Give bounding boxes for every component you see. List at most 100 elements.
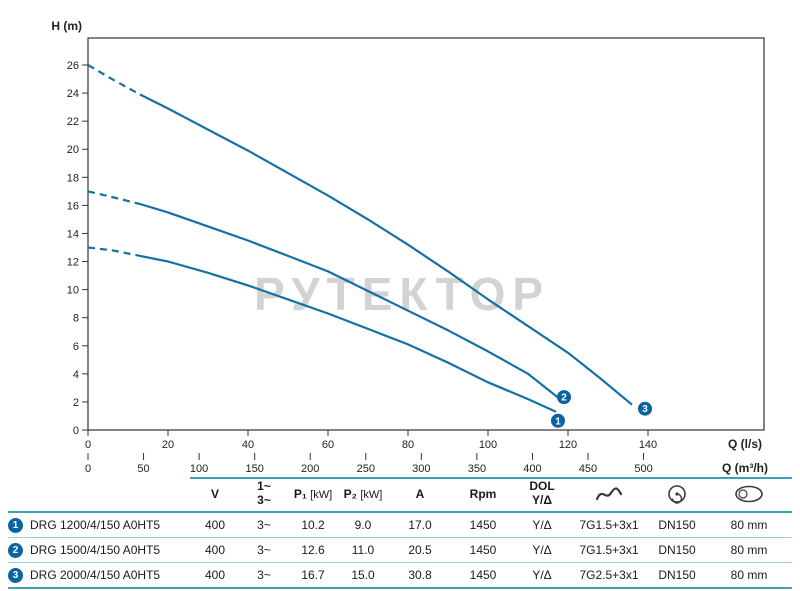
cell-cable: 7G1.5+3x1: [579, 518, 639, 532]
cell-phase: 3~: [257, 518, 271, 532]
header-p1: P₁ [kW]: [293, 487, 333, 501]
cell-rpm: 1450: [469, 518, 497, 532]
y-tick-label: 8: [73, 313, 79, 325]
x-tick-label-m3h: 400: [523, 463, 541, 475]
model-name: DRG 1500/4/150 A0HT5: [30, 543, 161, 557]
free-passage-icon: [706, 485, 792, 503]
cell-rpm: 1450: [469, 543, 497, 557]
cell-voltage: 400: [204, 518, 226, 532]
x-tick-label-m3h: 300: [412, 463, 430, 475]
cell-current: 17.0: [408, 518, 432, 532]
curve-badge-label: 3: [642, 404, 648, 415]
cell-current: 30.8: [408, 568, 432, 582]
watermark: РУТЕКТОР: [254, 268, 550, 320]
x-tick-label-ls: 60: [322, 439, 334, 451]
y-tick-label: 18: [67, 172, 79, 184]
header-phase-3: 3~: [257, 493, 271, 507]
cell-voltage: 400: [204, 543, 226, 557]
curve-badge-label: 2: [561, 393, 567, 404]
x-tick-label-ls: 120: [559, 439, 577, 451]
x-tick-label-m3h: 350: [468, 463, 486, 475]
cell-current: 20.5: [408, 543, 432, 557]
y-tick-label: 26: [67, 60, 79, 72]
x-tick-label-ls: 140: [639, 439, 657, 451]
x-tick-label-ls: 40: [242, 439, 254, 451]
model-name: DRG 1200/4/150 A0HT5: [30, 518, 161, 532]
table-row: 1 DRG 1200/4/150 A0HT5 400 3~ 10.2 9.0 17.0 145…: [8, 513, 792, 538]
cell-p1: 10.2: [301, 518, 325, 532]
cell-model: 1 DRG 1200/4/150 A0HT5: [8, 517, 190, 533]
x-tick-label-m3h: 250: [357, 463, 375, 475]
curve-badge-3: [638, 401, 652, 416]
x-axis-title-m3h: Q (m³/h): [722, 461, 768, 475]
curve-2-dashed: [87, 190, 141, 206]
x-tick-label-ls: 20: [162, 439, 174, 451]
curve-badge-2: [557, 390, 571, 405]
y-tick-label: 2: [73, 397, 79, 409]
cell-free-passage: 80 mm: [730, 568, 768, 582]
spec-table: V 1~ 3~ P₁ [kW] P₂ [kW] A Rpm DOL Y/Δ: [0, 477, 800, 589]
header-p2: P₂ [kW]: [343, 487, 383, 501]
cell-outlet: DN150: [658, 518, 696, 532]
curve-badge-label: 1: [555, 416, 561, 427]
y-tick-label: 4: [73, 369, 79, 381]
cell-p1: 16.7: [301, 568, 325, 582]
header-starting: DOL Y/Δ: [514, 479, 570, 508]
y-tick-label: 14: [67, 228, 79, 240]
cable-icon: [570, 485, 648, 503]
cell-free-passage: 80 mm: [730, 543, 768, 557]
curve-badge-1: [551, 413, 565, 428]
curve-1-dashed: [87, 246, 141, 257]
performance-chart: РУТЕКТОР 0 2 4 6 8 10 12 14 16 18 20 22 24 26 0 20 40 60 80…: [51, 19, 768, 475]
cell-starting: Y/Δ: [532, 568, 552, 582]
x-tick-label-m3h: 0: [85, 463, 91, 475]
x-tick-label-m3h: 50: [137, 463, 149, 475]
table-body: 1 DRG 1200/4/150 A0HT5 400 3~ 10.2 9.0 17.0 145…: [8, 513, 792, 589]
x-tick-label-m3h: 150: [245, 463, 263, 475]
y-tick-label: 0: [73, 425, 79, 437]
x-axis-title-ls: Q (l/s): [728, 437, 762, 451]
cell-model: 2 DRG 1500/4/150 A0HT5: [8, 542, 190, 558]
table-header: V 1~ 3~ P₁ [kW] P₂ [kW] A Rpm DOL Y/Δ: [8, 477, 792, 513]
cell-cable: 7G2.5+3x1: [579, 568, 639, 582]
curve-1: [139, 254, 557, 413]
plot-border: [87, 37, 765, 431]
row-number-badge: 3: [8, 567, 23, 583]
cell-outlet: DN150: [658, 543, 696, 557]
cell-p2: 9.0: [354, 518, 372, 532]
y-tick-label: 22: [67, 116, 79, 128]
cell-p2: 11.0: [351, 543, 375, 557]
table-row: 3 DRG 2000/4/150 A0HT5 400 3~ 16.7 15.0 30.8 14…: [8, 563, 792, 589]
volute-icon: [648, 484, 706, 504]
header-voltage: V: [210, 487, 219, 501]
header-star-delta: Y/Δ: [532, 493, 552, 507]
y-tick-label: 24: [67, 88, 79, 100]
cell-model: 3 DRG 2000/4/150 A0HT5: [8, 567, 190, 583]
cell-p1: 12.6: [301, 543, 325, 557]
curve-3-dashed: [87, 64, 141, 96]
curve-2: [139, 202, 561, 400]
header-dol: DOL: [529, 479, 555, 494]
cell-free-passage: 80 mm: [730, 518, 768, 532]
header-phase-1: 1~: [257, 479, 271, 494]
cell-voltage: 400: [204, 568, 226, 582]
row-number-badge: 2: [8, 542, 23, 558]
header-current: A: [415, 487, 425, 501]
header-phase: 1~ 3~: [240, 479, 288, 508]
x-tick-label-m3h: 500: [634, 463, 652, 475]
cell-cable: 7G1.5+3x1: [579, 543, 639, 557]
cell-phase: 3~: [257, 568, 271, 582]
y-tick-label: 10: [67, 285, 79, 297]
cell-rpm: 1450: [469, 568, 497, 582]
curve-3: [139, 93, 633, 406]
y-tick-label: 20: [67, 144, 79, 156]
y-axis-title: H (m): [51, 19, 82, 33]
header-rpm: Rpm: [469, 487, 497, 501]
cell-starting: Y/Δ: [532, 518, 552, 532]
x-tick-label-m3h: 200: [301, 463, 319, 475]
y-tick-label: 12: [67, 257, 79, 269]
cell-starting: Y/Δ: [532, 543, 552, 557]
cell-phase: 3~: [257, 543, 271, 557]
cell-outlet: DN150: [658, 568, 696, 582]
